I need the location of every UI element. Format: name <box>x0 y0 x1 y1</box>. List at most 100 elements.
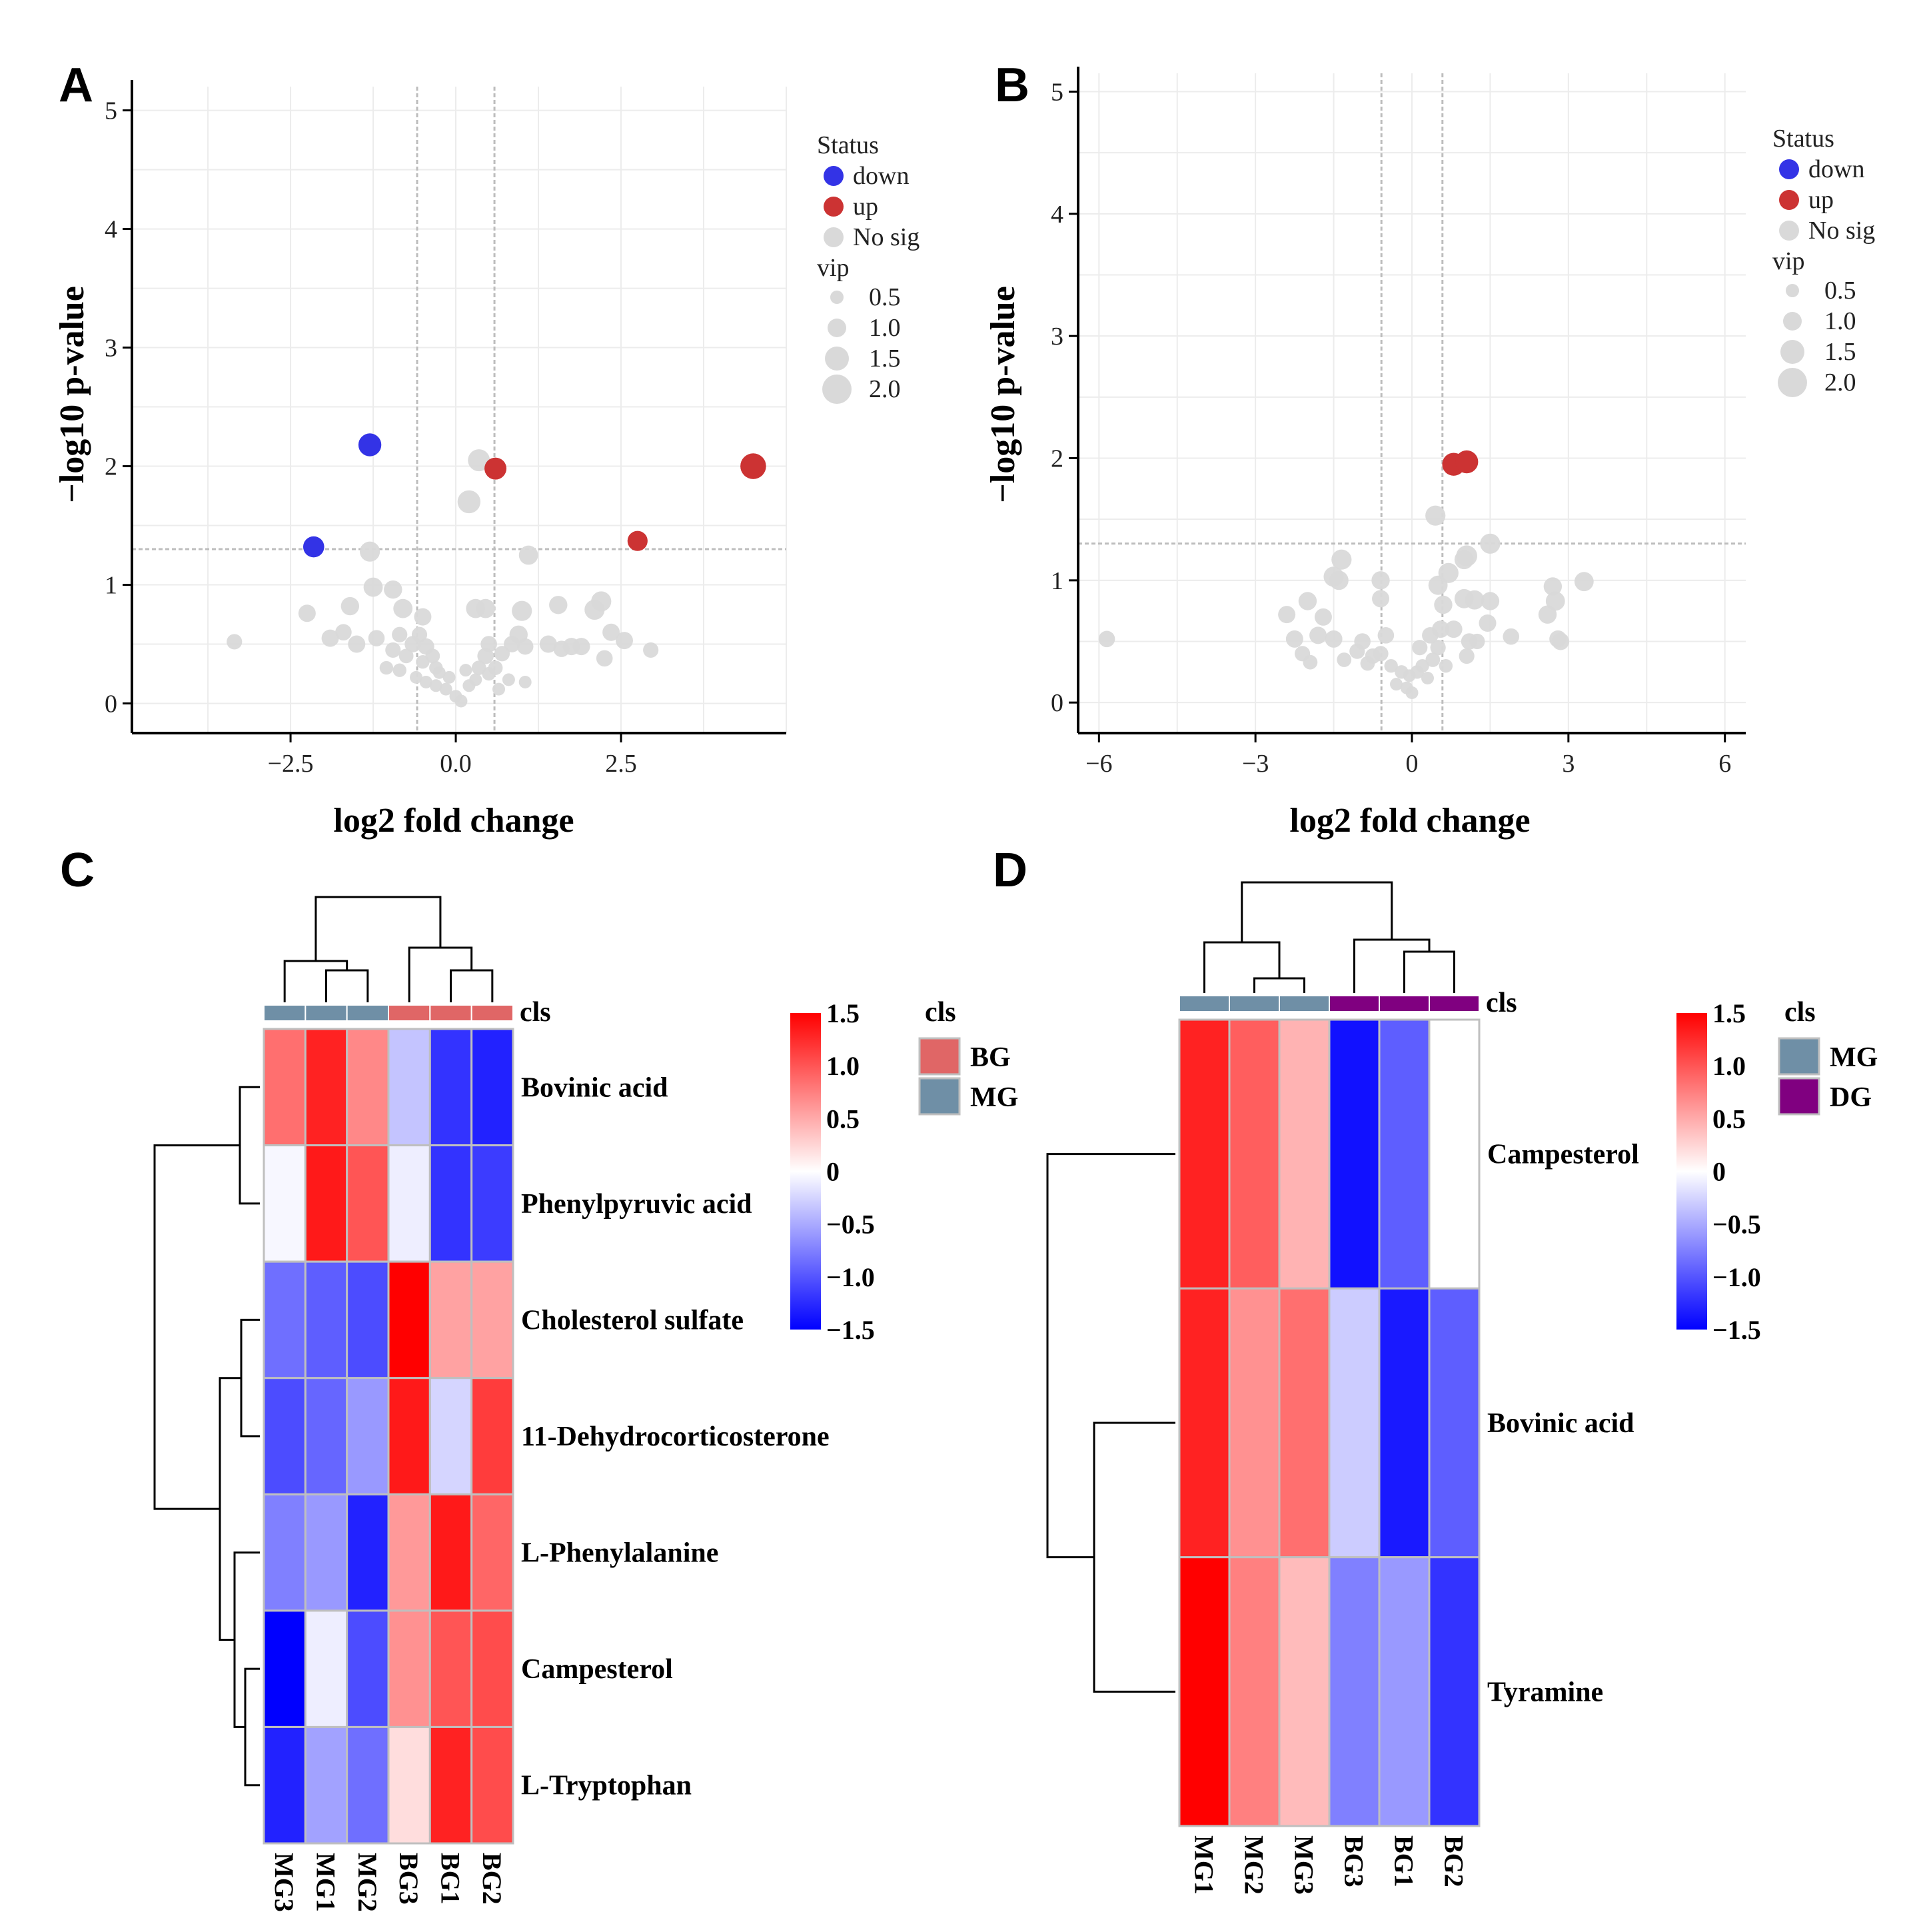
colorbar-tick-label: 1.0 <box>1712 1051 1746 1081</box>
heatmap-cell <box>1278 1287 1331 1559</box>
panel-label-a: A <box>59 59 93 112</box>
column-label: BG1 <box>436 1853 466 1905</box>
data-point-nosig <box>512 600 532 621</box>
heatmap-cell <box>304 1493 348 1612</box>
heatmap-cell <box>387 1609 431 1728</box>
heatmap-cell <box>304 1144 348 1263</box>
data-point-nosig <box>410 670 423 684</box>
legend-vip-label: 1.0 <box>1824 307 1856 335</box>
data-point-nosig <box>1543 577 1563 596</box>
legend-vip-label: 1.5 <box>1824 338 1856 366</box>
data-point-nosig <box>471 660 486 676</box>
heatmap-cell <box>1228 1556 1281 1827</box>
data-point-down <box>303 536 324 558</box>
column-group-cell <box>305 1004 348 1022</box>
data-point-up <box>484 457 507 480</box>
column-label: MG1 <box>1189 1835 1219 1895</box>
data-point-nosig <box>1459 648 1475 664</box>
data-point-nosig <box>494 646 510 662</box>
heatmap-cell <box>1378 1556 1431 1827</box>
heatmap-cell <box>1378 1018 1431 1290</box>
y-tick-label: 3 <box>105 335 117 363</box>
colorbar-tick-label: 0 <box>1712 1157 1726 1187</box>
colorbar-tick-label: 1.0 <box>826 1051 860 1081</box>
heatmap-cell <box>428 1028 473 1147</box>
volcano-plot-b: B −6 −3 0 3 6 0 1 2 3 4 5 log2 fold change −log10 … <box>984 59 1875 840</box>
legend-vip-label: 1.5 <box>869 345 901 373</box>
data-point-nosig <box>1481 592 1500 610</box>
volcano-plot-a: A −2.5 0.0 2.5 0 1 2 3 4 5 log2 fold change −log… <box>53 59 920 840</box>
data-point-nosig <box>1430 640 1446 656</box>
colorbar <box>1676 1013 1707 1330</box>
column-label: MG2 <box>1239 1835 1269 1895</box>
legend-status-label: up <box>853 193 878 221</box>
legend-vip-swatch <box>1778 368 1807 397</box>
panel-label-b: B <box>995 59 1029 112</box>
data-point-nosig <box>392 663 406 677</box>
row-dendrogram-branch <box>1046 1153 1175 1559</box>
group-legend-label: BG <box>970 1042 1011 1073</box>
data-point-nosig <box>414 608 432 626</box>
data-point-nosig <box>1439 658 1453 673</box>
legend-status-label: No sig <box>1808 217 1875 245</box>
column-group-cell <box>346 1004 390 1022</box>
heatmap-cell <box>1178 1018 1231 1290</box>
legend-vip-swatch <box>1783 312 1802 331</box>
column-label: BG2 <box>477 1853 507 1905</box>
data-point-nosig <box>1098 630 1115 648</box>
legend-vip-swatch <box>830 291 844 304</box>
data-point-nosig <box>1405 686 1419 699</box>
row-dendrogram-branch <box>153 1144 240 1510</box>
column-dendrogram-branch <box>408 946 473 1002</box>
legend-vip-swatch <box>828 319 846 337</box>
heatmap-cell <box>428 1725 473 1845</box>
row-label: L-Tryptophan <box>521 1771 692 1801</box>
data-point-nosig <box>1503 628 1520 645</box>
column-group-cell <box>470 1004 514 1022</box>
legend-status-label: down <box>1808 155 1864 183</box>
colorbar-tick-label: −0.5 <box>826 1210 875 1240</box>
y-tick-label: 5 <box>1051 79 1063 107</box>
group-legend-swatch <box>918 1077 961 1116</box>
row-label: Bovinic acid <box>521 1072 668 1103</box>
data-point-nosig <box>1425 505 1446 526</box>
data-point-nosig <box>457 490 481 514</box>
heatmap-cell <box>263 1260 307 1380</box>
x-tick-label: −2.5 <box>268 750 314 778</box>
gridlines-a <box>132 87 787 733</box>
heatmap-cell <box>1328 1287 1381 1559</box>
colorbar <box>790 1013 821 1330</box>
y-tick-label: 0 <box>105 690 117 718</box>
heatmap-cell <box>470 1260 514 1380</box>
data-point-nosig <box>1329 570 1349 590</box>
y-tick-label: 4 <box>105 216 117 244</box>
legend-status-swatch <box>1779 159 1799 179</box>
legend-status-title: Status <box>817 131 879 159</box>
row-dendrogram-branch <box>1093 1422 1175 1693</box>
column-label: MG3 <box>1289 1835 1319 1895</box>
y-tick-label: 2 <box>1051 445 1063 473</box>
heatmap-cell <box>1278 1018 1331 1290</box>
data-point-nosig <box>518 545 538 565</box>
heatmap-cell <box>1328 1556 1381 1827</box>
data-point-nosig <box>1360 656 1375 671</box>
y-axis-label-a: −log10 p-value <box>53 286 91 503</box>
data-point-nosig <box>518 675 532 688</box>
legend-vip-title: vip <box>1772 247 1805 275</box>
data-point-nosig <box>1298 592 1317 610</box>
heatmap-c: C cls Bovinic acid Phenylpyruvic acid Chole… <box>60 844 1018 1912</box>
colorbar-tick-label: 0.5 <box>826 1104 860 1134</box>
cls-label: cls <box>1486 988 1517 1018</box>
heatmap-cell <box>470 1377 514 1495</box>
data-point-nosig <box>454 694 468 708</box>
row-dendrogram-branch <box>233 1551 260 1728</box>
heatmap-cell <box>1228 1018 1281 1290</box>
heatmap-cell <box>263 1144 307 1263</box>
heatmap-cell <box>346 1144 390 1263</box>
colorbar-tick-label: 0.5 <box>1712 1104 1746 1134</box>
colorbar-tick-label: 1.5 <box>826 998 860 1028</box>
data-point-nosig <box>419 675 432 688</box>
data-point-nosig <box>335 624 352 641</box>
data-point-nosig <box>1373 646 1389 662</box>
